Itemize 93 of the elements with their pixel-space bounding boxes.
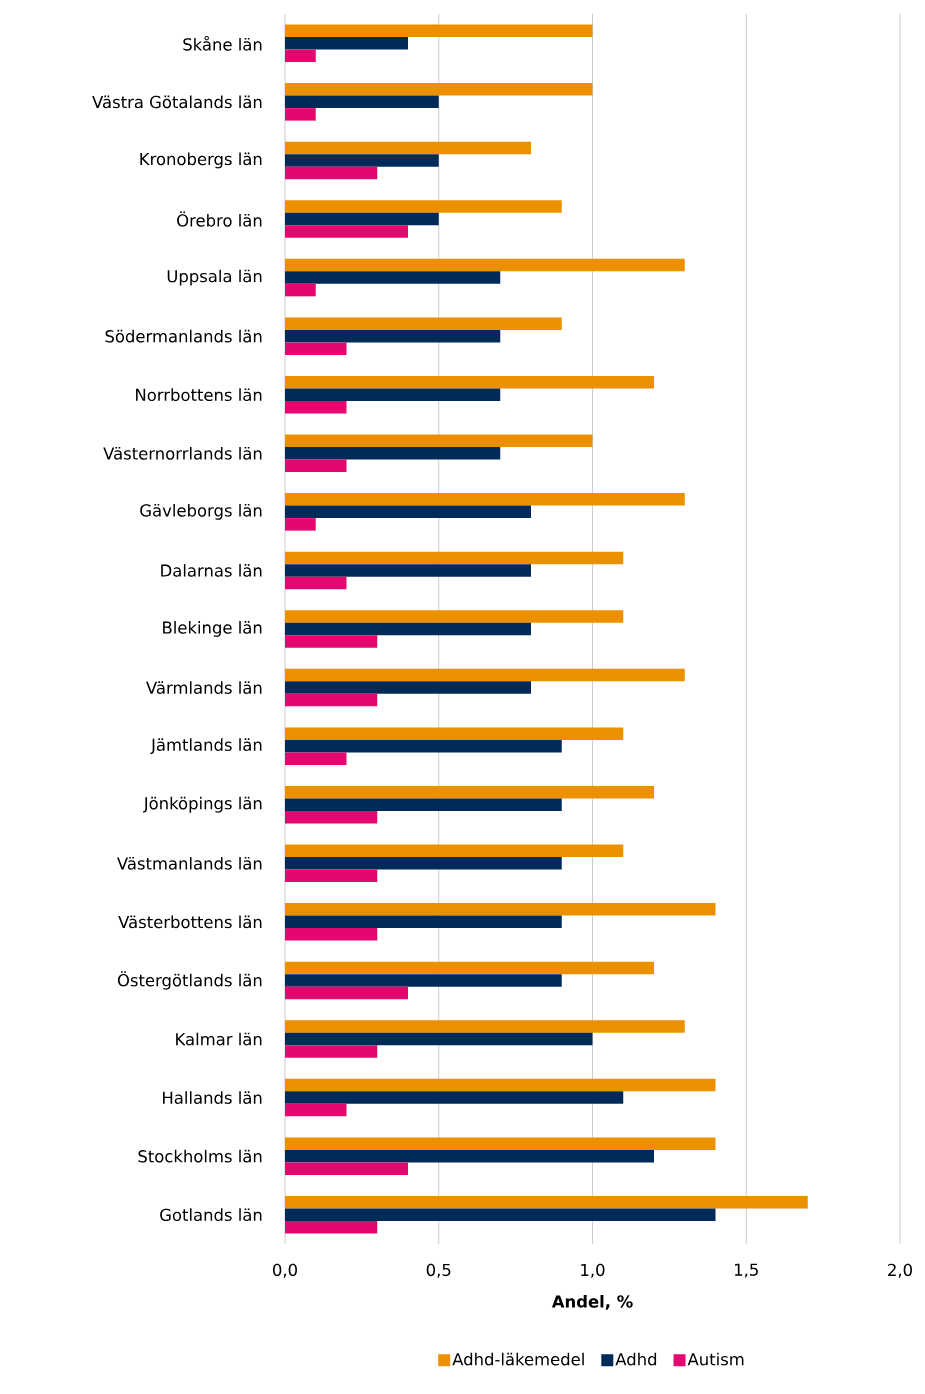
bar bbox=[285, 1045, 378, 1058]
bar bbox=[285, 459, 347, 473]
y-tick-label: Västerbottens län bbox=[118, 915, 262, 929]
x-tick-label: 1,0 bbox=[581, 1263, 605, 1278]
bar bbox=[285, 1195, 808, 1209]
bar bbox=[285, 141, 531, 155]
bar bbox=[285, 727, 624, 740]
bar bbox=[285, 739, 562, 753]
bar bbox=[285, 1208, 716, 1221]
y-tick-label: Kalmar län bbox=[176, 1032, 262, 1046]
y-tick-label: Södermanlands län bbox=[105, 329, 262, 343]
bar bbox=[285, 1220, 378, 1234]
y-tick-label: Dalarnas län bbox=[161, 564, 262, 577]
x-tick-label: 0,0 bbox=[273, 1263, 297, 1278]
bar bbox=[285, 1091, 624, 1104]
bar bbox=[285, 49, 316, 63]
bar bbox=[285, 974, 562, 987]
y-tick-label: Uppsala län bbox=[167, 269, 262, 286]
bar bbox=[285, 668, 685, 682]
bar bbox=[285, 342, 347, 355]
bar bbox=[285, 388, 501, 401]
bar bbox=[285, 986, 408, 1000]
bar bbox=[285, 166, 378, 180]
legend-label: Adhd bbox=[615, 1352, 657, 1366]
y-tick-label: Västmanlands län bbox=[117, 856, 262, 870]
bar bbox=[285, 681, 531, 694]
legend-label: Autism bbox=[687, 1352, 744, 1366]
bar bbox=[285, 1103, 347, 1117]
bar bbox=[285, 752, 347, 765]
y-tick-label: Jönköpings län bbox=[142, 796, 262, 813]
bar bbox=[285, 1149, 654, 1163]
bar bbox=[285, 844, 624, 858]
bar bbox=[285, 518, 316, 531]
bar bbox=[285, 505, 531, 519]
bar bbox=[285, 610, 624, 623]
bar bbox=[285, 635, 378, 648]
bar bbox=[285, 271, 501, 284]
bar bbox=[285, 915, 562, 929]
bar bbox=[285, 212, 439, 226]
bar bbox=[285, 785, 654, 799]
y-tick-label: Kronobergs län bbox=[140, 152, 262, 169]
x-tick-label: 2,0 bbox=[888, 1263, 912, 1278]
bar bbox=[285, 903, 716, 916]
y-tick-label: Blekinge län bbox=[163, 621, 262, 637]
bar bbox=[285, 1162, 408, 1175]
bar bbox=[285, 857, 562, 870]
bar bbox=[285, 317, 562, 330]
bar bbox=[285, 200, 562, 213]
bar bbox=[285, 551, 624, 565]
y-tick-label: Skåne län bbox=[183, 35, 262, 51]
bar bbox=[285, 37, 408, 50]
bar bbox=[285, 434, 593, 448]
bar bbox=[285, 375, 654, 389]
y-tick-label: Örebro län bbox=[177, 211, 262, 227]
bar bbox=[285, 329, 501, 343]
bar bbox=[285, 798, 562, 811]
bar bbox=[285, 108, 316, 121]
y-tick-label: Värmlands län bbox=[146, 681, 262, 694]
bar bbox=[285, 1137, 716, 1150]
x-axis-title: Andel, % bbox=[551, 1294, 633, 1310]
y-tick-label: Gotlands län bbox=[160, 1208, 262, 1222]
bar bbox=[285, 576, 347, 590]
bar bbox=[285, 1032, 593, 1046]
bar bbox=[285, 1078, 716, 1092]
y-tick-label: Västernorrlands län bbox=[103, 446, 262, 460]
bar bbox=[285, 622, 531, 636]
bar bbox=[285, 154, 439, 167]
y-tick-label: Norrbottens län bbox=[136, 388, 262, 402]
y-tick-label: Jämtlands län bbox=[150, 738, 262, 755]
y-tick-label: Östergötlands län bbox=[117, 971, 262, 990]
bar bbox=[285, 564, 531, 577]
bar bbox=[285, 810, 378, 824]
bar bbox=[285, 83, 593, 96]
bar bbox=[285, 961, 654, 975]
bar bbox=[285, 283, 316, 297]
bar bbox=[285, 693, 378, 707]
y-tick-label: Västra Götalands län bbox=[92, 95, 262, 109]
bar bbox=[285, 95, 439, 109]
legend-label: Adhd-läkemedel bbox=[452, 1352, 584, 1366]
bar bbox=[285, 24, 593, 38]
bar bbox=[285, 869, 378, 883]
bar bbox=[285, 1020, 685, 1033]
bar bbox=[285, 258, 685, 272]
x-tick-label: 1,5 bbox=[734, 1263, 758, 1278]
y-tick-label: Stockholms län bbox=[138, 1149, 262, 1163]
bar bbox=[285, 928, 378, 941]
y-tick-label: Gävleborgs län bbox=[140, 503, 262, 520]
bar bbox=[285, 447, 501, 460]
bar bbox=[285, 400, 347, 414]
x-tick-label: 0,5 bbox=[426, 1263, 451, 1278]
bar bbox=[285, 493, 685, 506]
bar bbox=[285, 225, 408, 238]
y-tick-label: Hallands län bbox=[163, 1091, 262, 1104]
